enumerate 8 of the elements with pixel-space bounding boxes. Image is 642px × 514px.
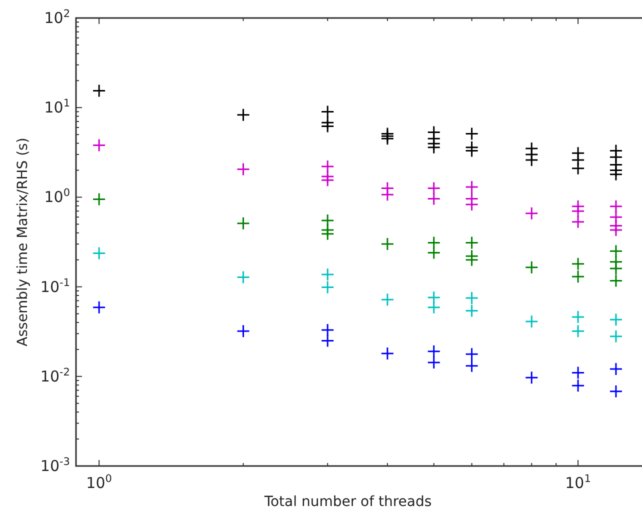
- y-tick-label: 10$^{-2}$: [40, 366, 70, 386]
- y-tick-label: 10$^{-1}$: [40, 276, 70, 296]
- y-axis-title: Assembly time Matrix/RHS (s): [15, 138, 31, 346]
- y-tick-label: 10$^{0}$: [44, 187, 70, 206]
- y-tick-label: 10$^{-3}$: [40, 456, 70, 475]
- y-tick-label: 10$^{1}$: [44, 98, 70, 117]
- y-tick-label: 10$^{2}$: [44, 8, 70, 27]
- x-axis-title: Total number of threads: [263, 494, 432, 510]
